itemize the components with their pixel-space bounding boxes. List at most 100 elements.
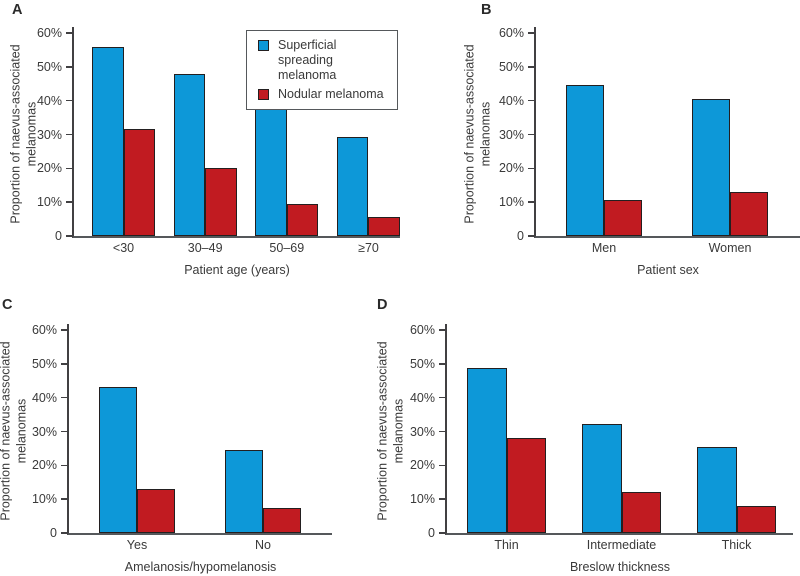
y-tick-label: 30% <box>498 127 524 142</box>
y-tick: 60% <box>37 26 72 40</box>
x-category-labels: Thin Intermediate Thick <box>447 538 793 552</box>
panel-letter: A <box>12 2 23 18</box>
bar-group <box>692 99 768 236</box>
x-category-label: Men <box>591 241 617 255</box>
bar-nm <box>286 203 319 236</box>
y-tick: 60% <box>410 323 445 337</box>
y-tick-mark <box>61 363 67 365</box>
y-tick-mark <box>528 99 534 102</box>
y-tick-mark <box>66 99 72 102</box>
bar-ssm <box>582 423 622 533</box>
y-tick-label: 50% <box>36 59 62 74</box>
y-tick-mark <box>66 201 72 203</box>
bar-group <box>467 367 546 533</box>
x-axis-title: Breslow thickness <box>569 560 671 574</box>
legend-item-ssm: Superficial spreading melanoma <box>258 38 391 83</box>
bar-ssm <box>225 450 263 533</box>
y-tick-mark <box>61 430 67 433</box>
bar-ssm <box>467 367 507 533</box>
bar-ssm <box>173 73 206 236</box>
bar-nm <box>137 489 175 533</box>
y-tick-label: 10% <box>31 492 57 507</box>
y-tick: 50% <box>32 357 67 371</box>
bar-group <box>173 73 237 236</box>
bars <box>447 330 793 533</box>
x-axis-title: Patient age (years) <box>184 263 290 277</box>
x-category-label: Thin <box>494 538 519 552</box>
panel-c: C Proportion of naevus-associated melano… <box>0 288 400 576</box>
bar-group <box>582 423 661 533</box>
y-tick-label: 0 <box>428 526 435 540</box>
legend-label-nm: Nodular melanoma <box>278 87 384 101</box>
bar-nm <box>621 491 661 533</box>
y-tick: 0 <box>517 229 534 243</box>
y-tick-mark <box>439 363 445 365</box>
y-tick: 10% <box>32 492 67 506</box>
panel-letter: C <box>2 297 13 313</box>
bar-ssm <box>566 84 604 236</box>
y-tick-label: 30% <box>36 127 62 142</box>
y-tick-mark <box>66 66 72 68</box>
y-tick-label: 40% <box>31 390 57 405</box>
y-tick-mark <box>528 235 534 237</box>
y-tick-label: 50% <box>409 356 435 371</box>
x-category-label: Intermediate <box>586 538 657 552</box>
y-tick-label: 40% <box>409 390 435 405</box>
y-tick-mark <box>439 430 445 433</box>
y-tick-mark <box>439 464 445 467</box>
y-tick-label: 20% <box>498 161 524 176</box>
y-tick-mark <box>439 532 445 534</box>
bars <box>74 33 400 236</box>
x-category-label: No <box>255 538 271 552</box>
bar-group <box>255 102 319 236</box>
y-tick: 0 <box>428 526 445 540</box>
y-tick: 50% <box>37 60 72 74</box>
y-tick-mark <box>439 329 445 331</box>
y-tick-label: 0 <box>517 229 524 243</box>
bar-nm <box>263 508 301 533</box>
bar-ssm <box>99 386 137 533</box>
bar-ssm <box>92 46 124 236</box>
x-category-labels: <30 30–49 50–69 ≥70 <box>74 241 400 255</box>
y-tick: 40% <box>410 391 445 405</box>
bar-nm <box>368 217 400 236</box>
y-tick: 30% <box>410 425 445 439</box>
plot-area: 0 10% 20% 30% 40% 50% 60% <box>37 26 400 243</box>
y-tick: 60% <box>32 323 67 337</box>
y-tick-label: 0 <box>50 526 57 540</box>
y-axis-title: Proportion of naevus-associated melanoma… <box>462 44 493 224</box>
y-tick: 20% <box>499 161 534 175</box>
y-tick-mark <box>66 235 72 237</box>
plot-area: 0 10% 20% 30% 40% 50% 60% <box>410 323 793 540</box>
x-category-label: Women <box>708 241 752 255</box>
plot-area: 0 10% 20% 30% 40% 50% 60% <box>499 26 800 243</box>
bar-ssm <box>697 447 737 533</box>
y-tick-label: 60% <box>498 26 524 40</box>
y-tick: 40% <box>499 94 534 108</box>
y-tick-mark <box>61 396 67 399</box>
bar-nm <box>506 437 546 533</box>
y-tick: 0 <box>50 526 67 540</box>
legend-swatch-nm-icon <box>258 89 269 100</box>
bar-nm <box>736 505 776 533</box>
y-tick-mark <box>61 464 67 467</box>
y-axis-title: Proportion of naevus-associated melanoma… <box>8 44 39 224</box>
y-tick: 60% <box>499 26 534 40</box>
bar-ssm <box>255 102 287 236</box>
y-tick-label: 30% <box>409 424 435 439</box>
bar-ssm <box>336 136 369 236</box>
y-tick: 40% <box>37 94 72 108</box>
y-tick-mark <box>439 498 445 500</box>
bars <box>536 33 800 236</box>
x-category-label: ≥70 <box>358 241 379 255</box>
x-axis-title: Patient sex <box>637 263 699 277</box>
y-tick: 20% <box>410 458 445 472</box>
y-tick: 30% <box>32 425 67 439</box>
x-category-label: 30–49 <box>187 241 223 255</box>
x-category-label: <30 <box>112 241 135 255</box>
y-tick-mark <box>61 329 67 331</box>
y-tick-mark <box>528 167 534 170</box>
legend-label-ssm: Superficial spreading melanoma <box>278 38 337 82</box>
bar-group <box>92 46 155 236</box>
y-tick: 10% <box>410 492 445 506</box>
